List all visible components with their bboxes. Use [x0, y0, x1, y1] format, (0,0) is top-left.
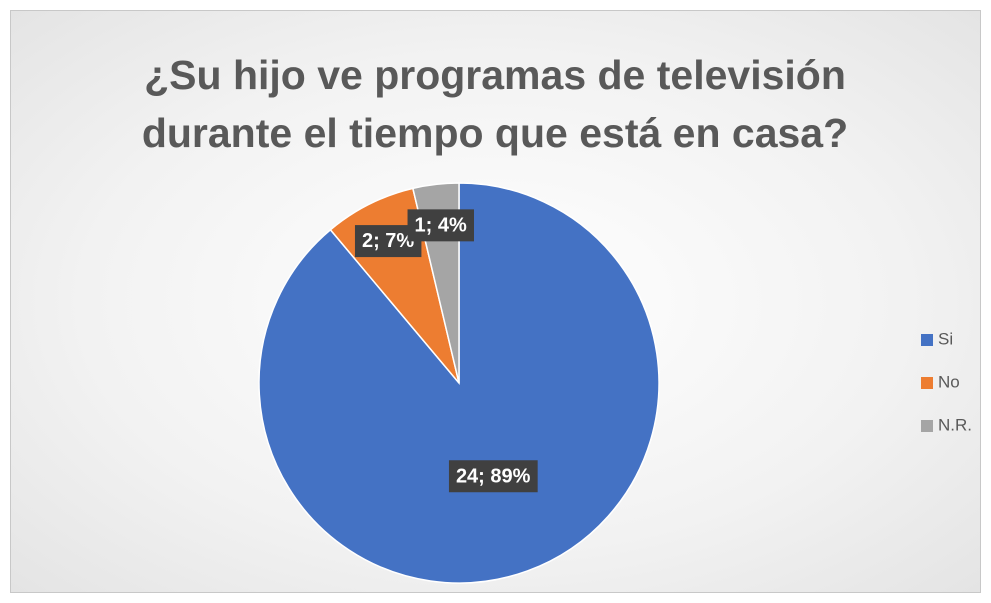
legend-swatch: [921, 377, 933, 389]
data-label: 24; 89%: [456, 465, 531, 487]
legend-label: No: [938, 372, 960, 391]
data-label: 2; 7%: [362, 230, 414, 252]
legend-label: N.R.: [938, 415, 972, 434]
legend-swatch: [921, 420, 933, 432]
pie-slice: [258, 182, 660, 584]
data-label-box: [448, 460, 538, 493]
legend-label: Si: [938, 329, 953, 348]
chart-title: ¿Su hijo ve programas de televisión dura…: [141, 52, 849, 156]
data-label-box: [407, 209, 474, 242]
data-label: 1; 4%: [415, 214, 467, 236]
legend-swatch: [921, 334, 933, 346]
